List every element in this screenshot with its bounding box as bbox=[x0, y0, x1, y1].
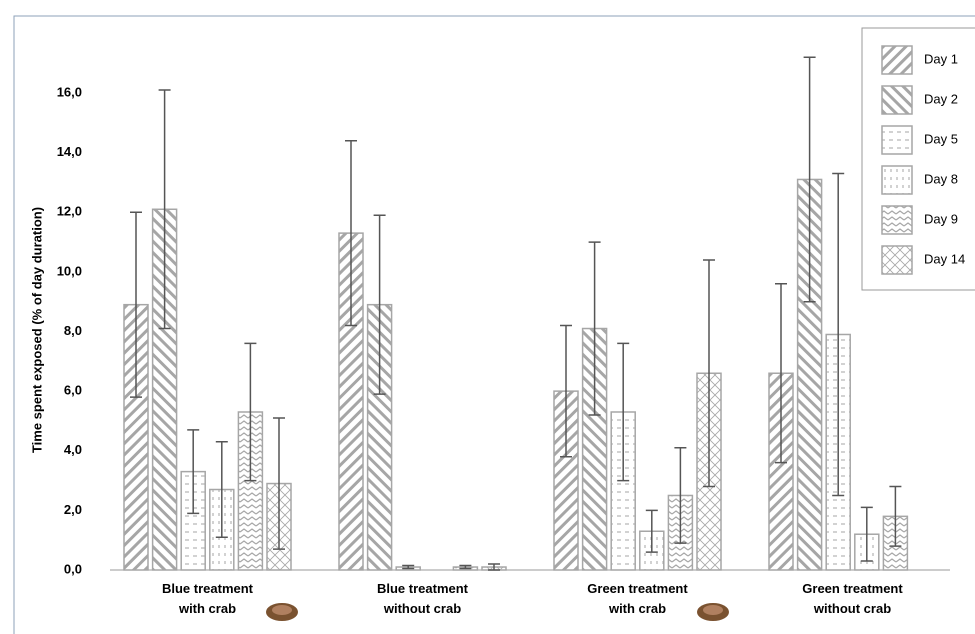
x-tick-label: Blue treatment without crab bbox=[323, 579, 523, 619]
legend-swatch bbox=[882, 166, 912, 194]
legend-label: Day 5 bbox=[924, 131, 958, 146]
legend-label: Day 14 bbox=[924, 251, 965, 266]
legend-swatch bbox=[882, 126, 912, 154]
legend-label: Day 1 bbox=[924, 51, 958, 66]
x-tick-label: Blue treatment with crab bbox=[108, 579, 308, 619]
chart: Time spent exposed (% of day duration) 0… bbox=[0, 0, 975, 634]
legend-swatch bbox=[882, 206, 912, 234]
page: Time spent exposed (% of day duration) 0… bbox=[0, 0, 975, 634]
legend-swatch bbox=[882, 246, 912, 274]
legend-swatch bbox=[882, 86, 912, 114]
x-tick-label: Green treatment with crab bbox=[538, 579, 738, 619]
y-tick-label: 16,0 bbox=[57, 84, 82, 99]
y-axis-label: Time spent exposed (% of day duration) bbox=[29, 207, 44, 453]
x-tick-label: Green treatment without crab bbox=[753, 579, 953, 619]
legend-label: Day 2 bbox=[924, 91, 958, 106]
y-tick-label: 14,0 bbox=[57, 144, 82, 159]
y-tick-label: 0,0 bbox=[64, 561, 82, 576]
y-tick-label: 2,0 bbox=[64, 502, 82, 517]
legend-swatch bbox=[882, 46, 912, 74]
y-tick-label: 6,0 bbox=[64, 383, 82, 398]
legend-label: Day 9 bbox=[924, 211, 958, 226]
y-tick-label: 4,0 bbox=[64, 442, 82, 457]
y-tick-label: 12,0 bbox=[57, 204, 82, 219]
legend-label: Day 8 bbox=[924, 171, 958, 186]
y-tick-label: 10,0 bbox=[57, 263, 82, 278]
y-tick-label: 8,0 bbox=[64, 323, 82, 338]
